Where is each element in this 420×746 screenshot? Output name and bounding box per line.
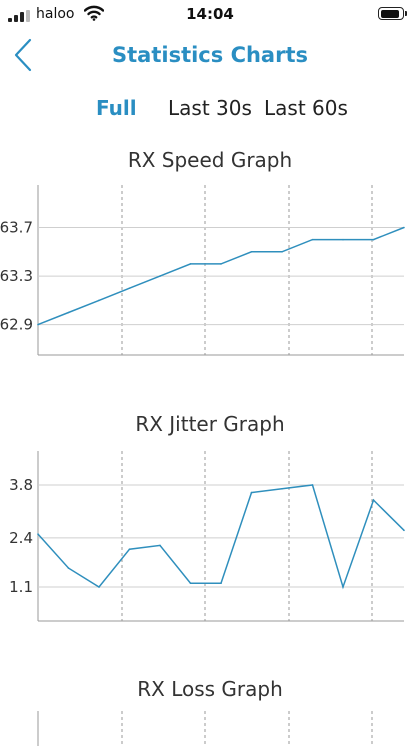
time-range-selector: Full Last 30s Last 60s	[0, 94, 420, 124]
data-point	[220, 263, 222, 265]
signal-strength-icon	[8, 10, 34, 22]
y-tick-label: 62.9	[0, 316, 33, 334]
series-line	[37, 484, 405, 590]
data-point	[403, 226, 405, 229]
status-bar: haloo 14:04	[0, 0, 420, 28]
navigation-bar: Statistics Charts	[0, 28, 420, 84]
data-point	[311, 238, 314, 241]
rx-jitter-chart: 1.1 2.4 3.8	[9, 451, 405, 622]
data-point	[372, 499, 375, 501]
data-point	[128, 287, 131, 290]
data-point	[311, 484, 314, 486]
wifi-icon	[84, 5, 104, 21]
status-time: 14:04	[186, 5, 234, 23]
data-point	[342, 586, 344, 588]
data-point	[403, 529, 405, 532]
data-point	[250, 250, 253, 253]
battery-level-fill	[380, 9, 400, 18]
data-point	[342, 238, 344, 241]
y-tick-label: 1.1	[9, 578, 33, 596]
data-point	[98, 586, 100, 588]
segment-full[interactable]: Full	[96, 96, 137, 120]
chart-title-rx-loss: RX Loss Graph	[137, 677, 283, 701]
segment-last-30s[interactable]: Last 30s	[168, 96, 252, 120]
data-point	[281, 250, 283, 253]
y-tick-label: 63.7	[0, 219, 33, 237]
y-tick-label: 3.8	[9, 476, 33, 494]
data-point	[372, 238, 375, 241]
data-point	[189, 263, 192, 265]
data-point	[67, 311, 70, 314]
data-point	[67, 567, 70, 569]
data-point	[159, 544, 161, 547]
chart-title-rx-speed: RX Speed Graph	[127, 148, 293, 172]
y-tick-label: 63.3	[0, 267, 33, 285]
data-point	[281, 487, 283, 490]
data-point	[128, 548, 131, 551]
data-point	[250, 491, 253, 494]
segment-last-60s[interactable]: Last 60s	[264, 96, 348, 120]
data-point	[220, 582, 222, 585]
back-button[interactable]	[12, 38, 36, 72]
rx-speed-chart: 62.9 63.3 63.7	[0, 185, 405, 356]
carrier-name: haloo	[36, 6, 75, 22]
page-title: Statistics Charts	[112, 43, 308, 67]
data-point	[37, 323, 39, 326]
rx-loss-chart	[37, 711, 373, 746]
data-point	[159, 275, 161, 277]
y-tick-label: 2.4	[9, 529, 33, 547]
data-point	[37, 533, 39, 535]
chart-title-rx-jitter: RX Jitter Graph	[135, 412, 285, 436]
data-point	[98, 299, 100, 302]
data-point	[189, 582, 192, 585]
battery-icon	[378, 7, 408, 21]
